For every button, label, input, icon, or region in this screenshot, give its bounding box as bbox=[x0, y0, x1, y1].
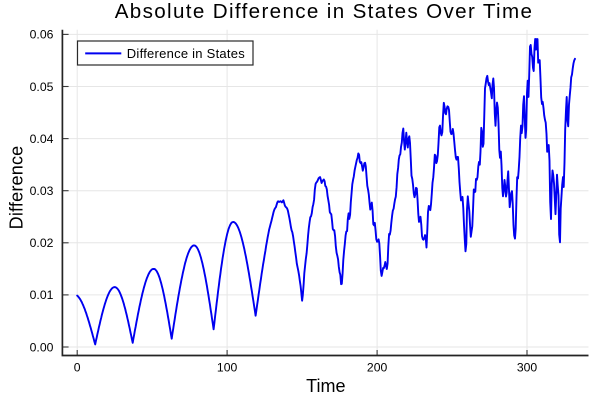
svg-text:Absolute Difference in States: Absolute Difference in States Over Time bbox=[115, 0, 534, 23]
svg-text:0.00: 0.00 bbox=[30, 340, 54, 354]
svg-text:100: 100 bbox=[217, 360, 238, 374]
svg-text:Difference: Difference bbox=[6, 146, 26, 230]
svg-text:0.04: 0.04 bbox=[30, 132, 54, 146]
svg-text:0: 0 bbox=[74, 360, 81, 374]
svg-text:Time: Time bbox=[306, 376, 345, 396]
svg-text:0.05: 0.05 bbox=[30, 80, 54, 94]
svg-text:0.02: 0.02 bbox=[30, 236, 54, 250]
svg-text:0.06: 0.06 bbox=[30, 28, 54, 42]
svg-text:Difference in States: Difference in States bbox=[127, 46, 245, 61]
svg-text:0.01: 0.01 bbox=[30, 288, 54, 302]
svg-text:200: 200 bbox=[367, 360, 388, 374]
svg-text:0.03: 0.03 bbox=[30, 184, 54, 198]
svg-text:300: 300 bbox=[517, 360, 538, 374]
